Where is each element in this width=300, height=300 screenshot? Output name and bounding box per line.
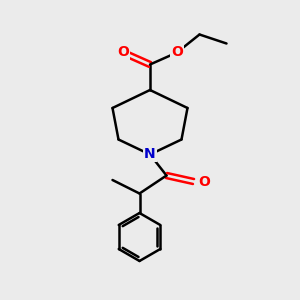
Text: O: O: [117, 46, 129, 59]
Text: O: O: [198, 175, 210, 188]
Text: N: N: [144, 148, 156, 161]
Text: O: O: [171, 46, 183, 59]
